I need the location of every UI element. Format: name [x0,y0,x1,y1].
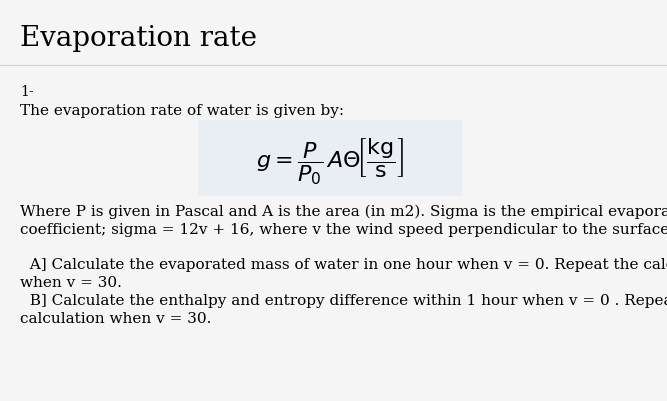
Text: The evaporation rate of water is given by:: The evaporation rate of water is given b… [20,104,344,118]
Text: Evaporation rate: Evaporation rate [20,24,257,51]
Text: A] Calculate the evaporated mass of water in one hour when v = 0. Repeat the cal: A] Calculate the evaporated mass of wate… [20,258,667,272]
Text: $g = \dfrac{P}{P_0}\,A\Theta\!\left[\dfrac{\mathrm{kg}}{\mathrm{s}}\right]$: $g = \dfrac{P}{P_0}\,A\Theta\!\left[\dfr… [256,137,404,187]
Text: calculation when v = 30.: calculation when v = 30. [20,312,211,326]
Text: coefficient; sigma = 12v + 16, where v the wind speed perpendicular to the surfa: coefficient; sigma = 12v + 16, where v t… [20,223,667,237]
FancyBboxPatch shape [198,120,462,196]
Text: when v = 30.: when v = 30. [20,276,122,290]
Text: 1-: 1- [20,85,33,99]
Text: B] Calculate the enthalpy and entropy difference within 1 hour when v = 0 . Repe: B] Calculate the enthalpy and entropy di… [20,294,667,308]
Text: Where P is given in Pascal and A is the area (in m2). Sigma is the empirical eva: Where P is given in Pascal and A is the … [20,205,667,219]
